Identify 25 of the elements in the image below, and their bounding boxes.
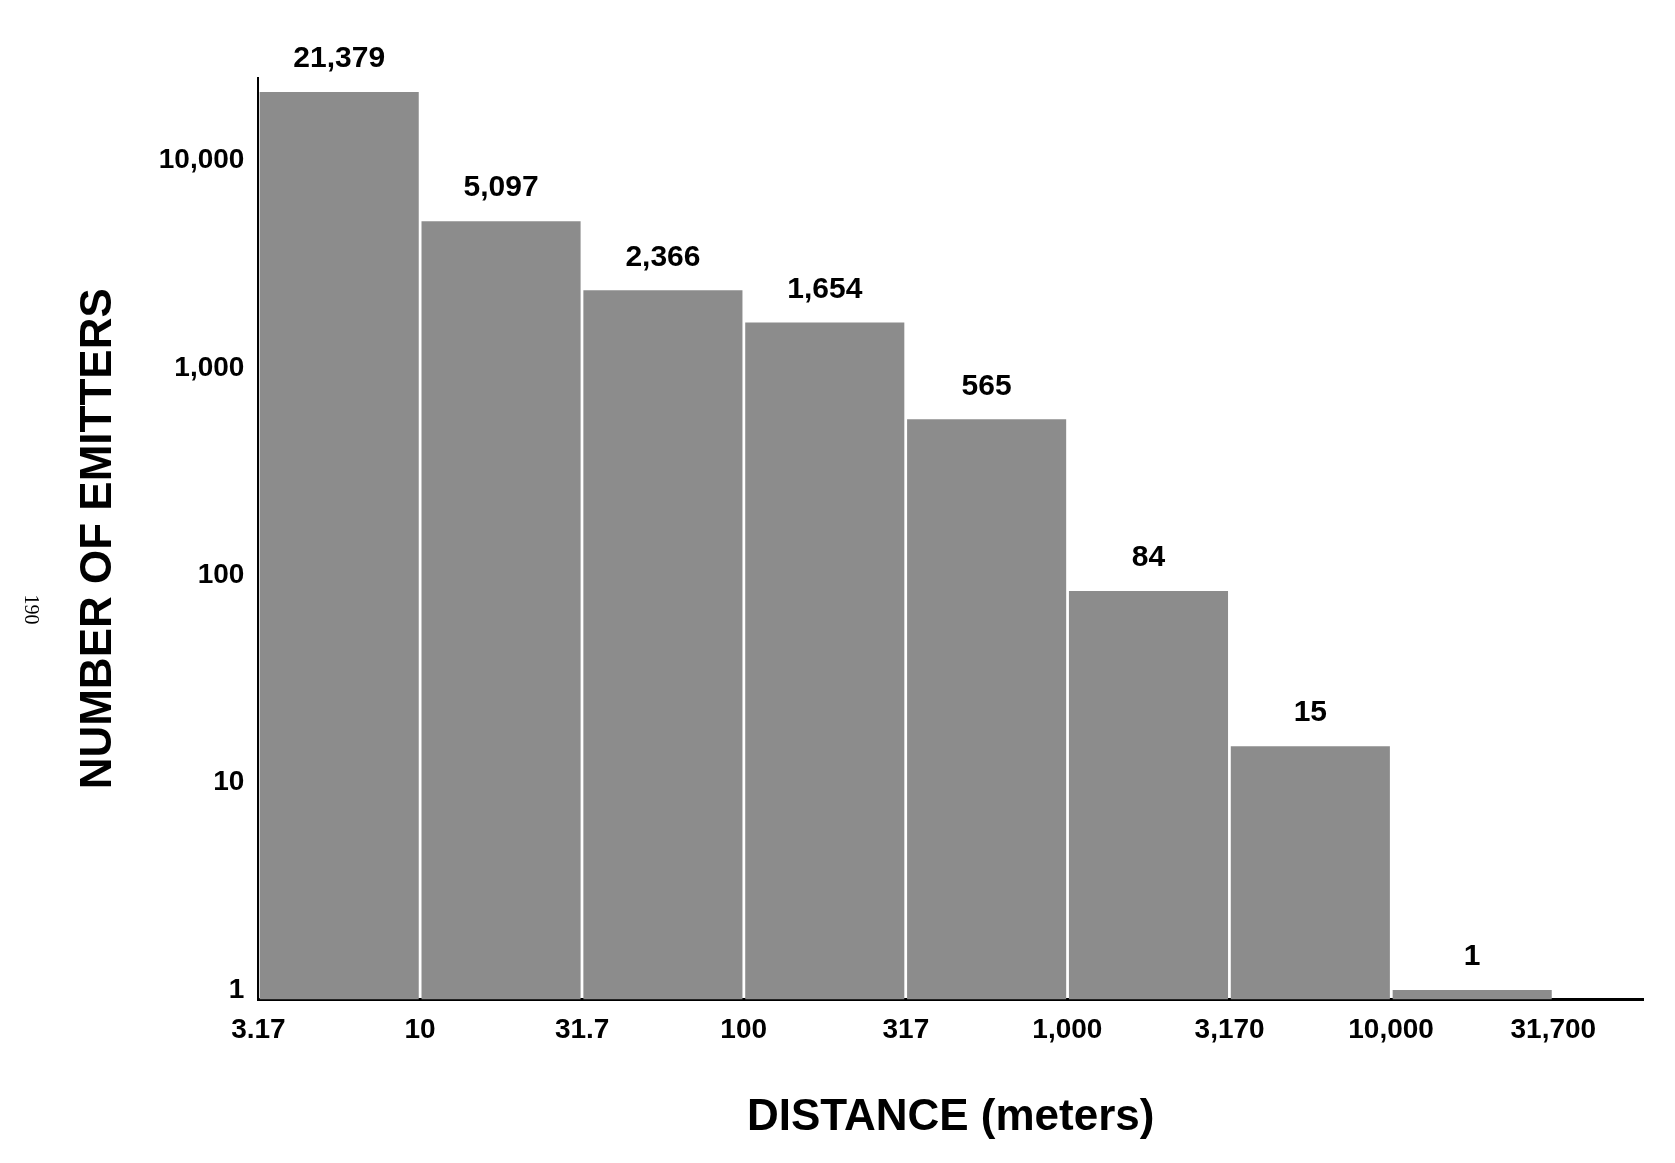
text: 190 [19,594,43,625]
x-tick-label: 31,700 [1510,1013,1597,1045]
data-label: 565 [961,367,1012,401]
y-tick-label: 10,000 [158,143,245,175]
y-tick-label: 1,000 [174,350,245,382]
x-tick-label: 3,170 [1194,1013,1265,1045]
x-tick-label: 31.7 [554,1013,610,1045]
x-tick-label: 1,000 [1032,1013,1103,1045]
data-label: 15 [1293,694,1328,728]
x-tick-label: 100 [720,1013,768,1045]
data-label: 84 [1131,539,1166,573]
y-axis-title: NUMBER OF EMITTERS [70,288,120,790]
x-tick-label: 10 [404,1013,436,1045]
x-tick-label: 10,000 [1348,1013,1434,1045]
data-label: 2,366 [625,238,701,272]
data-label: 21,379 [293,40,386,74]
y-tick-label: 1 [228,972,245,1004]
data-label: 1 [1463,938,1481,972]
x-tick-label: 317 [882,1013,930,1045]
x-axis-title: DISTANCE (meters) [746,1089,1155,1139]
x-tick-label: 3.17 [231,1013,286,1045]
y-tick-label: 100 [197,558,245,590]
y-tick-label: 10 [213,765,245,797]
data-label: 1,654 [787,270,863,304]
data-label: 5,097 [463,169,539,203]
